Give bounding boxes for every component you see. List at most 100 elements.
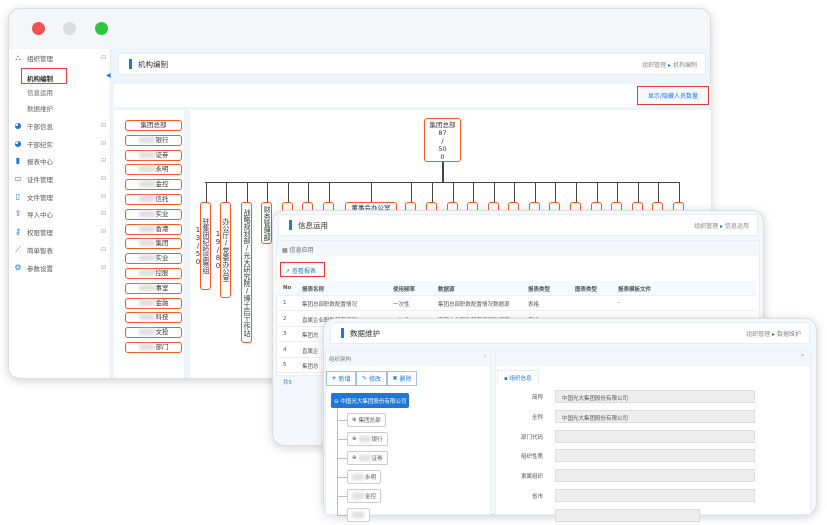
field-input[interactable] — [555, 449, 755, 463]
expand-icon[interactable]: ⊕ — [352, 436, 357, 442]
sidebar-item[interactable]: ⇪ 导入中心 ⊟ — [12, 206, 110, 221]
breadcrumb-item[interactable]: 组织管理 — [746, 330, 771, 338]
sidebar-item[interactable]: ◕ 干部信息 ⊟ — [12, 118, 110, 133]
tree-node[interactable] — [347, 508, 370, 522]
tree-node[interactable]: ⊕ 集团总部 — [347, 413, 386, 427]
table-cell: 集团总部职数配置情况数据源 — [438, 302, 510, 308]
expand-toggle-icon[interactable]: ⊟ — [100, 140, 106, 147]
minimize-button[interactable] — [63, 22, 76, 35]
org-list-item[interactable]: 香港 — [125, 223, 182, 235]
edit-button[interactable]: ✎ 修改 — [356, 371, 387, 386]
collapse-left-icon[interactable]: ‹ — [483, 354, 486, 360]
sidebar-item[interactable]: ⚷ 权限管理 ⊟ — [12, 224, 110, 239]
sidebar-item[interactable]: ▭ 证件管理 ⊟ — [12, 171, 110, 186]
org-list-item[interactable]: 文投 — [125, 327, 182, 339]
sidebar-item[interactable]: ▯ 文件管理 ⊟ — [12, 189, 110, 204]
field-input[interactable] — [555, 429, 755, 443]
sidebar-subitem[interactable]: 机构编制 — [21, 68, 67, 84]
field-input[interactable] — [555, 489, 755, 502]
root-quota: 50 — [438, 145, 447, 153]
close-button[interactable] — [32, 22, 45, 35]
connector — [657, 182, 659, 202]
org-list-item[interactable]: 集团 — [125, 238, 182, 250]
org-list-item[interactable]: 金融 — [125, 297, 182, 309]
expand-toggle-icon[interactable]: ⊟ — [100, 175, 106, 182]
expand-toggle-icon[interactable]: ⊟ — [100, 54, 106, 61]
org-list-item[interactable]: 信托 — [125, 194, 182, 205]
org-chart-root[interactable]: 集团总部 87 / 50 0 — [424, 118, 461, 162]
expand-toggle-icon[interactable]: ⊟ — [100, 210, 106, 217]
redacted-text — [138, 196, 155, 202]
sidebar-subitem[interactable]: 数据维护 — [27, 105, 53, 113]
title-accent — [289, 220, 292, 230]
sidebar-subitem[interactable]: 信息运用 — [27, 89, 53, 97]
org-chart-node[interactable]: 办公厅/党委办公室19/80 — [214, 202, 231, 298]
field-label: 简称 — [531, 395, 543, 401]
expand-toggle-icon[interactable]: ⊟ — [100, 193, 106, 200]
expand-icon[interactable]: ⊕ — [352, 455, 357, 461]
tree-title: 组织架构 — [329, 357, 352, 363]
org-list-item[interactable]: 科技 — [125, 312, 182, 324]
org-list-item[interactable]: 集团总部 — [125, 120, 182, 131]
root-name: 集团总部 — [429, 121, 456, 129]
maint-title: 数据维护 — [350, 328, 380, 338]
tree-node[interactable]: ⊕ 证券 — [347, 451, 388, 465]
org-list-item[interactable]: 实业 — [125, 253, 182, 265]
org-list-item[interactable]: 金控 — [125, 179, 182, 191]
field-input[interactable] — [555, 469, 755, 483]
table-row[interactable] — [276, 296, 756, 311]
org-list-item[interactable]: 事室 — [125, 282, 182, 294]
table-cell: 2 — [283, 315, 287, 322]
tab-label: 组织信息 — [509, 376, 532, 382]
collapse-up-icon[interactable]: ^ — [799, 354, 805, 361]
tree-line — [337, 515, 347, 516]
toggle-count-button[interactable]: 显示/隐藏人员数量 — [637, 86, 709, 105]
org-list-item[interactable]: 证券 — [125, 149, 182, 161]
breadcrumb-item[interactable]: 组织管理 — [642, 61, 667, 69]
field-input[interactable]: 中国光大集团股份有限公司 — [555, 390, 755, 403]
tree-node[interactable]: 永明 — [347, 470, 382, 484]
org-list-item[interactable]: 控股 — [125, 268, 182, 279]
sidebar-item-label: 组织管理 — [27, 54, 53, 63]
delete-button[interactable]: ✖ 删除 — [387, 371, 417, 386]
connector — [534, 182, 536, 202]
expand-icon[interactable]: ⊕ — [352, 417, 357, 423]
org-chart-node[interactable]: 战略规划部/光大研究院/博士后工作站 — [241, 202, 252, 343]
sidebar-item[interactable]: ⟋ 简单智表 ⊟ — [12, 242, 110, 257]
field-input[interactable] — [555, 508, 700, 522]
org-list-label: 部门 — [155, 343, 169, 351]
expand-toggle-icon[interactable]: ⊟ — [100, 246, 106, 253]
org-chart-node[interactable]: 驻集团纪检监察组13/50 — [194, 202, 211, 290]
add-button[interactable]: + 新增 — [326, 371, 356, 386]
tree-node[interactable]: 金控 — [347, 489, 382, 503]
view-report-button[interactable]: ↗ 查看报表 — [280, 262, 325, 277]
info-section-header: ▦ 信息应用 — [277, 241, 759, 256]
sidebar-item[interactable]: ⛬ 组织管理 ⊟ — [12, 50, 110, 65]
field-input[interactable]: 中国光大集团股份有限公司 — [555, 409, 755, 423]
org-chart-node[interactable]: 财务管理部 — [261, 202, 272, 244]
tab-org-info[interactable]: ▪ 组织信息 — [497, 370, 539, 383]
expand-toggle-icon[interactable]: ⊟ — [100, 122, 106, 129]
breadcrumb: 组织管理 ▸ 信息运用 — [694, 222, 749, 230]
tree-line — [337, 477, 347, 478]
expand-toggle-icon[interactable]: ⊟ — [100, 264, 106, 271]
breadcrumb-item[interactable]: 组织管理 — [694, 222, 719, 230]
org-list-item[interactable]: 永明 — [125, 164, 182, 176]
card-icon: ▭ — [14, 174, 22, 183]
maint-header: 数据维护 组织管理 ▸ 数据维护 — [330, 322, 810, 344]
tree-node[interactable]: ⊕ 银行 — [347, 432, 388, 446]
org-list-item[interactable]: 部门 — [125, 342, 182, 353]
connector — [225, 182, 227, 202]
maximize-button[interactable] — [95, 22, 108, 35]
org-list-item[interactable]: 银行 — [125, 134, 182, 146]
sidebar-item[interactable]: ⚙ 参数设置 ⊟ — [12, 260, 110, 275]
org-list-item[interactable]: 实业 — [125, 208, 182, 220]
sidebar-item[interactable]: ◕ 干部纪实 ⊟ — [12, 136, 110, 151]
expand-toggle-icon[interactable]: ⊟ — [100, 228, 106, 235]
org-list-label: 永明 — [155, 165, 169, 174]
connector — [493, 182, 495, 202]
org-list-label: 事室 — [155, 283, 169, 292]
tree-root-node[interactable]: ⊖ 中国光大集团股份有限公司 — [331, 393, 409, 408]
sidebar-item[interactable]: ▮ 报表中心 ⊟ — [12, 153, 110, 168]
expand-toggle-icon[interactable]: ⊟ — [100, 157, 106, 164]
